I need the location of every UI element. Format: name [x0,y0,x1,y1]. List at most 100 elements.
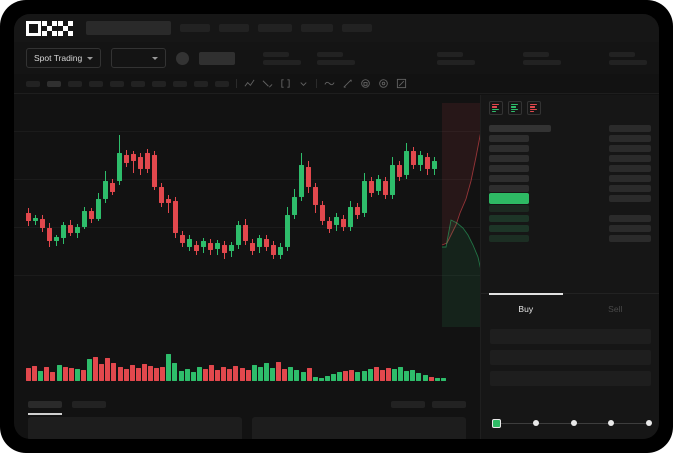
orderbook-row[interactable] [489,233,651,243]
nav-item-1[interactable] [180,24,210,32]
step-3[interactable] [570,420,577,426]
volume-bar [422,375,428,381]
volume-bar [202,369,208,381]
app-screen: Spot Trading [14,14,659,439]
magnet-icon[interactable] [342,78,353,89]
tab-buy-label: Buy [518,303,534,314]
volume-bar [440,378,446,381]
interval-button-9[interactable] [194,80,208,87]
interval-button-3[interactable] [68,80,82,87]
nav-item-5[interactable] [342,24,372,32]
orderbook-mode-asks[interactable] [527,101,541,115]
orderbook-size-bar [609,174,651,182]
volume-bar [32,366,38,381]
tab-buy[interactable]: Buy [481,293,571,323]
logo-letter-x [58,20,73,36]
eye-icon[interactable] [378,78,389,89]
orderbook-row[interactable] [489,213,651,223]
volume-bar [93,357,99,381]
step-1[interactable] [492,418,501,428]
stat-24h-high [437,51,475,65]
chevron-down-icon[interactable] [298,78,309,89]
orderbook-size-bar [609,144,651,152]
volume-bar [178,371,184,381]
search-input[interactable] [86,21,171,35]
interval-button-4[interactable] [89,80,103,87]
orderbook-price-bar [489,204,529,212]
fullscreen-icon[interactable] [396,78,407,89]
okx-logo[interactable] [26,20,73,36]
volume-bar [233,366,239,381]
orderbook-row[interactable] [489,192,651,204]
interval-button-1[interactable] [26,80,40,87]
bottom-panel-left[interactable] [28,417,242,439]
interval-button-5[interactable] [110,80,124,87]
volume-bar [172,363,178,381]
orderbook-row[interactable] [489,123,651,133]
bottom-action-2[interactable] [432,400,466,408]
stat-24h-volume [609,51,647,65]
orderbook-price-bar [489,234,529,242]
bottom-panel-right[interactable] [252,417,466,439]
orderbook-row[interactable] [489,163,651,173]
volume-bar [331,374,336,381]
bottom-tab-order-history[interactable] [72,400,106,408]
interval-button-2[interactable] [47,80,61,87]
brackets-icon[interactable] [280,78,291,89]
orderbook-row[interactable] [489,223,651,233]
price-chart[interactable] [14,95,480,335]
orderbook-size-bar [609,214,651,222]
bottom-tab-open-orders[interactable] [28,400,62,415]
volume-chart[interactable] [14,335,480,393]
nav-item-2[interactable] [219,24,249,32]
trading-mode-selector[interactable]: Spot Trading [26,48,102,68]
orderbook-row[interactable] [489,133,651,143]
orderbook-row-highlight [489,192,529,204]
toolbar-divider [236,79,237,88]
step-2[interactable] [532,420,539,426]
orderbook-row[interactable] [489,143,651,153]
volume-bar [428,377,434,381]
volume-bar [367,369,373,381]
volume-bar [87,359,92,381]
trend-line-icon[interactable] [244,78,255,89]
orderbook-mode-both[interactable] [489,101,503,115]
orderbook-row[interactable] [489,203,651,213]
volume-bar [148,366,153,381]
volume-bar [294,370,300,381]
volume-bar [74,369,80,381]
volume-bar [392,369,397,381]
interval-button-10[interactable] [215,80,229,87]
orders-tab-bar [14,393,480,415]
order-price-field[interactable] [490,329,651,344]
step-5[interactable] [646,420,652,426]
volume-bar [251,365,257,381]
ray-line-icon[interactable] [262,78,273,89]
volume-bar [337,372,343,381]
interval-button-6[interactable] [131,80,145,87]
volume-bar [80,370,86,381]
orderbook-size-bar [609,194,651,202]
interval-button-8[interactable] [173,80,187,87]
tab-sell[interactable]: Sell [571,294,660,323]
interval-button-7[interactable] [152,80,166,87]
orderbook-mode-bids[interactable] [508,101,522,115]
step-4[interactable] [608,420,615,426]
orderbook-row[interactable] [489,173,651,183]
lock-icon[interactable] [360,78,371,89]
volume-bar [355,372,361,381]
bottom-action-1[interactable] [391,400,425,408]
order-total-field[interactable] [490,371,651,386]
order-amount-field[interactable] [490,350,651,365]
volume-bar [215,370,221,381]
bottom-panels [14,417,480,439]
nav-item-4[interactable] [301,24,333,32]
trading-mode-label: Spot Trading [34,53,83,63]
orderbook-row[interactable] [489,183,651,193]
wave-icon[interactable] [324,78,335,89]
top-navigation-bar [14,14,659,42]
trading-pair-selector[interactable] [111,48,166,68]
volume-bar [276,362,282,381]
orderbook-row[interactable] [489,153,651,163]
nav-item-3[interactable] [258,24,292,32]
